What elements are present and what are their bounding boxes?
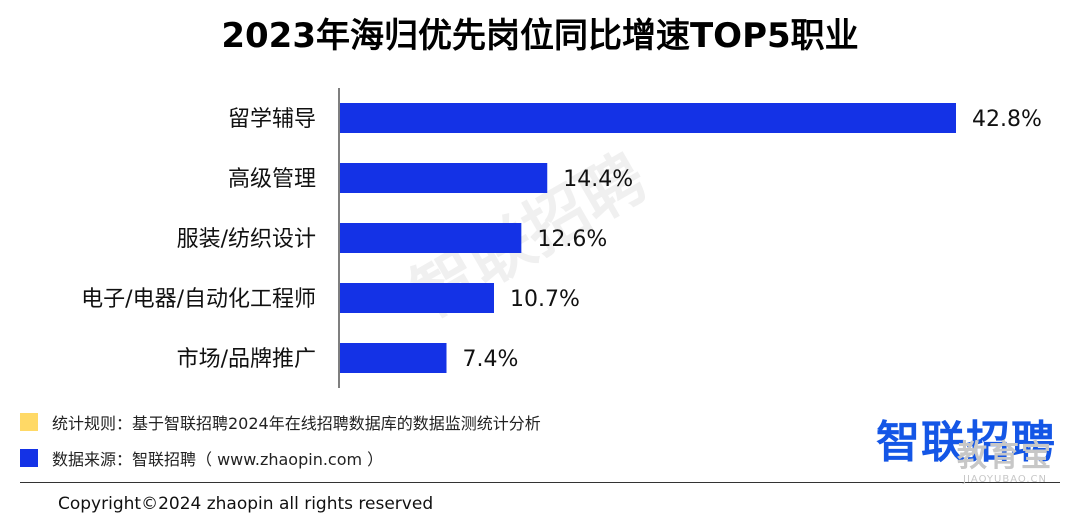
site-watermark-cn: 教育宝: [957, 439, 1053, 474]
category-label: 留学辅导: [228, 107, 316, 132]
category-label: 电子/电器/自动化工程师: [81, 287, 316, 312]
zhaopin-logo: 智联招聘: [876, 417, 1056, 468]
category-label: 市场/品牌推广: [177, 347, 316, 372]
copyright-text: Copyright©2024 zhaopin all rights reserv…: [58, 494, 434, 514]
bar: [340, 163, 548, 193]
rule-note-text: 统计规则：基于智联招聘2024年在线招聘数据库的数据监测统计分析: [52, 414, 541, 433]
value-label: 42.8%: [972, 107, 1042, 132]
bar: [340, 223, 522, 253]
value-label: 12.6%: [537, 227, 607, 252]
category-label: 高级管理: [228, 167, 316, 192]
rule-note: 统计规则：基于智联招聘2024年在线招聘数据库的数据监测统计分析: [20, 410, 541, 434]
category-label: 服装/纺织设计: [177, 227, 316, 252]
chart-title: 2023年海归优先岗位同比增速TOP5职业: [221, 16, 859, 56]
value-label: 7.4%: [463, 347, 519, 372]
rule-swatch: [20, 413, 38, 431]
value-label: 14.4%: [563, 167, 633, 192]
source-swatch: [20, 449, 38, 467]
bar: [340, 343, 447, 373]
bars-group: 留学辅导 42.8% 高级管理 14.4% 服装/纺织设计 12.6% 电子/电器/自动化工…: [81, 103, 1042, 373]
source-note-text: 数据来源：智联招聘（ www.zhaopin.com ）: [52, 450, 384, 469]
site-watermark: 教育宝 JIAOYUBAO.CN: [940, 440, 1070, 486]
site-watermark-en: JIAOYUBAO.CN: [963, 474, 1047, 485]
footer-divider: [20, 482, 1060, 483]
bar-chart: 智联招聘 留学辅导 42.8%高级管理 14.4%服装/纺织设计 12.6%电子/电器…: [81, 88, 1042, 388]
source-note: 数据来源：智联招聘（ www.zhaopin.com ）: [20, 446, 383, 470]
bar: [340, 283, 494, 313]
bar: [340, 103, 956, 133]
value-label: 10.7%: [510, 287, 580, 312]
